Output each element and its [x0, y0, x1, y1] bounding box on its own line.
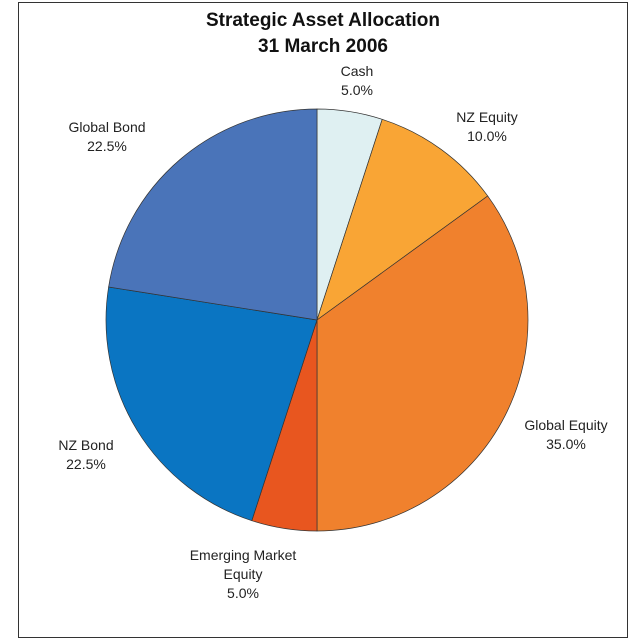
category-label: Global Equity	[524, 417, 608, 433]
chart-title: Strategic Asset Allocation	[205, 10, 441, 31]
value-label: 5.0%	[227, 585, 259, 601]
frame	[18, 2, 628, 638]
category-label: Emerging Market Equity	[189, 547, 297, 582]
category-label: Global Bond	[68, 119, 146, 135]
chart-subtitle: 31 March 2006	[258, 36, 388, 57]
category-label: Cash	[340, 63, 374, 79]
value-label: 5.0%	[341, 82, 373, 98]
slice	[108, 108, 318, 321]
value-label: 22.5%	[87, 138, 127, 154]
slice-label: NZ Equity 10.0%	[442, 108, 532, 146]
slice-label: Emerging Market Equity 5.0%	[178, 546, 308, 603]
category-label: NZ Equity	[456, 109, 518, 125]
slice	[316, 195, 529, 532]
slice	[316, 118, 489, 321]
value-label: 10.0%	[467, 128, 507, 144]
slice	[105, 286, 318, 522]
slice-label: NZ Bond 22.5%	[41, 436, 131, 474]
slice-label: Global Bond 22.5%	[52, 118, 162, 156]
slice-label: Global Equity 35.0%	[506, 416, 626, 454]
value-label: 35.0%	[546, 436, 586, 452]
category-label: NZ Bond	[58, 437, 114, 453]
value-label: 22.5%	[66, 456, 106, 472]
slice-label: Cash 5.0%	[327, 62, 387, 100]
